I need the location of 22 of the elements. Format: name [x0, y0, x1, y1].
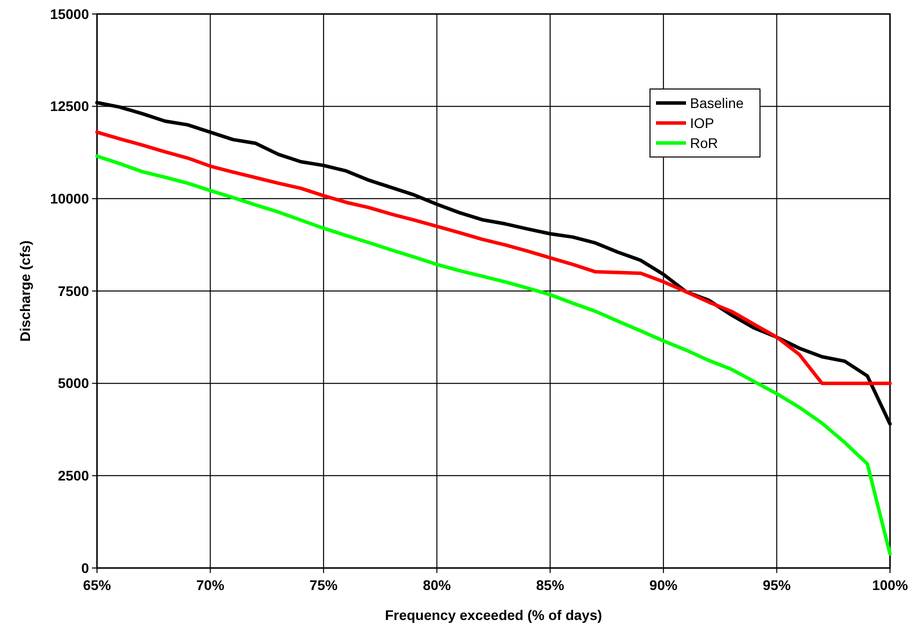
legend-label: Baseline	[690, 94, 744, 111]
y-tick-label: 15000	[50, 6, 90, 22]
x-tick-label: 90%	[649, 577, 678, 593]
x-tick-label: 70%	[196, 577, 225, 593]
x-tick-label: 80%	[422, 577, 452, 593]
y-tick-label: 7500	[58, 282, 90, 299]
y-tick-label: 12500	[50, 98, 90, 114]
x-tick-label: 75%	[310, 577, 338, 593]
x-tick-label: 85%	[536, 577, 565, 593]
line-series	[95, 130, 892, 386]
y-tick-label: 5000	[58, 375, 90, 392]
line-series	[95, 154, 892, 556]
y-axis-title: Discharge (cfs)	[17, 240, 33, 342]
x-tick-label: 95%	[762, 577, 792, 593]
legend-label: IOP	[690, 114, 714, 131]
x-tick-label: 65%	[82, 577, 112, 593]
x-axis-title: Frequency exceeded (% of days)	[384, 607, 602, 623]
y-tick-label: 0	[81, 560, 90, 576]
y-tick-label: 2500	[58, 468, 90, 484]
legend-label: RoR	[690, 134, 718, 151]
x-tick-label: 100%	[872, 577, 908, 593]
y-tick-label: 10000	[50, 190, 90, 207]
